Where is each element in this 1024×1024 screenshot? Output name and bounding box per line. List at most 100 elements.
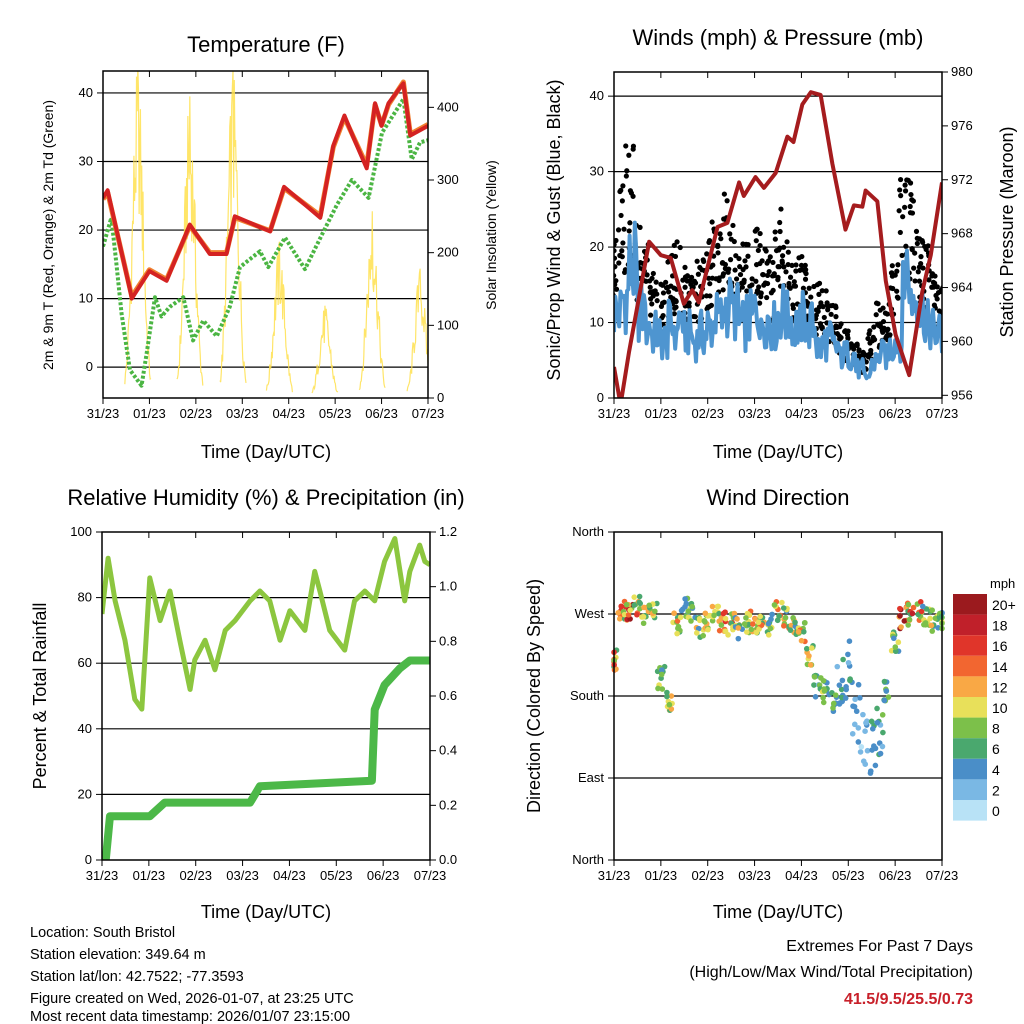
- gust-point: [803, 270, 809, 277]
- legend-swatch: [953, 738, 987, 759]
- solar-insolation-line: [176, 96, 204, 386]
- direction-point: [735, 635, 742, 642]
- gust-point: [914, 240, 920, 247]
- direction-point: [625, 612, 632, 618]
- direction-point: [849, 730, 856, 737]
- created-text: Figure created on Wed, 2026-01-07, at 23…: [30, 991, 354, 1007]
- direction-point: [871, 743, 877, 749]
- gust-point: [824, 300, 830, 306]
- gust-point: [889, 263, 895, 269]
- direction-point: [842, 695, 849, 701]
- gust-point: [621, 226, 627, 232]
- gust-point: [902, 182, 908, 188]
- direction-point: [821, 688, 828, 694]
- gust-point: [764, 272, 771, 279]
- legend-label: 10: [992, 700, 1008, 716]
- gust-point: [614, 264, 618, 270]
- direction-point: [905, 622, 911, 628]
- elevation-text: Station elevation: 349.64 m: [30, 947, 206, 963]
- x-tick-label: 03/23: [226, 868, 259, 883]
- gust-point: [671, 299, 677, 305]
- legend-swatch: [953, 779, 987, 800]
- x-tick-label: 02/23: [691, 868, 724, 883]
- gust-point: [619, 198, 625, 204]
- direction-point: [858, 744, 865, 750]
- gust-point: [897, 229, 903, 236]
- direction-point: [790, 615, 796, 621]
- gust-point: [653, 279, 659, 285]
- gust-point: [912, 250, 918, 256]
- y-tick-label: North: [572, 852, 604, 867]
- gust-point: [617, 188, 623, 195]
- gust-point: [626, 152, 632, 158]
- direction-point: [768, 616, 774, 622]
- x-tick-label: 06/23: [365, 406, 398, 421]
- x-tick-label: 06/23: [879, 406, 912, 421]
- direction-point: [718, 615, 725, 621]
- direction-point: [897, 612, 903, 619]
- direction-point: [683, 600, 690, 607]
- gust-point: [707, 281, 713, 287]
- legend-label: 14: [992, 659, 1008, 675]
- direction-point: [830, 705, 836, 711]
- gust-point: [881, 325, 887, 331]
- direction-point: [855, 739, 862, 745]
- gust-point: [767, 254, 773, 260]
- gust-point: [834, 324, 840, 331]
- gust-point: [884, 311, 890, 317]
- y-tick-label: 0: [597, 390, 604, 405]
- gust-point: [779, 253, 786, 259]
- direction-point: [744, 610, 751, 617]
- x-tick-label: 01/23: [133, 868, 166, 883]
- x-tick-label: 02/23: [180, 406, 213, 421]
- x-tick-label: 31/23: [598, 868, 631, 883]
- gust-point: [908, 191, 914, 198]
- gust-point: [894, 268, 900, 274]
- gust-point: [736, 255, 742, 262]
- gust-point: [802, 262, 808, 268]
- y-right-tick-label: 0.8: [439, 633, 457, 648]
- gust-point: [916, 236, 923, 242]
- legend-swatch: [953, 655, 987, 677]
- legend-swatch: [953, 594, 987, 615]
- direction-point: [877, 750, 884, 757]
- winds-ylabel: Sonic/Prop Wind & Gust (Blue, Black): [544, 79, 564, 380]
- direction-point: [851, 721, 858, 728]
- winds-pressure-panel: 31/23 01/23 02/23 03/23 04/23 05/23 06/23 07/23…: [590, 64, 973, 421]
- direction-point: [905, 601, 912, 608]
- direction-point: [832, 692, 839, 698]
- gust-point: [871, 337, 878, 343]
- gust-point: [707, 293, 713, 299]
- y-right-tick-label: 200: [437, 245, 459, 260]
- gust-point: [845, 328, 851, 334]
- direction-point: [929, 607, 935, 614]
- direction-point: [771, 602, 778, 608]
- x-tick-label: 05/23: [832, 406, 865, 421]
- gust-point: [740, 241, 746, 247]
- legend-swatch: [953, 635, 987, 656]
- extremes: Extremes For Past 7 Days (High/Low/Max W…: [689, 938, 973, 1008]
- temperature-panel: 31/23 01/23 02/23 03/23 04/23 05/23 06/23 07/23…: [79, 70, 459, 421]
- gust-point: [799, 253, 805, 260]
- gust-point: [806, 285, 812, 291]
- y-right-tick-label: 300: [437, 172, 459, 187]
- direction-point: [769, 611, 775, 618]
- x-tick-label: 03/23: [738, 406, 771, 421]
- gust-point: [630, 143, 637, 149]
- y-tick-label: 30: [79, 153, 93, 168]
- direction-point: [674, 630, 680, 637]
- gust-point: [790, 302, 796, 308]
- gust-point: [628, 190, 635, 196]
- solar-insolation-line: [124, 71, 152, 385]
- plot-marks: [614, 90, 942, 398]
- gust-point: [925, 243, 931, 249]
- solar-insolation-line: [265, 241, 294, 393]
- gust-point: [814, 282, 821, 288]
- gust-point: [821, 314, 827, 321]
- gust-point: [860, 349, 866, 356]
- gust-point: [785, 261, 791, 268]
- direction-point: [838, 686, 845, 693]
- gust-point: [665, 289, 672, 295]
- legend-swatch: [953, 676, 987, 697]
